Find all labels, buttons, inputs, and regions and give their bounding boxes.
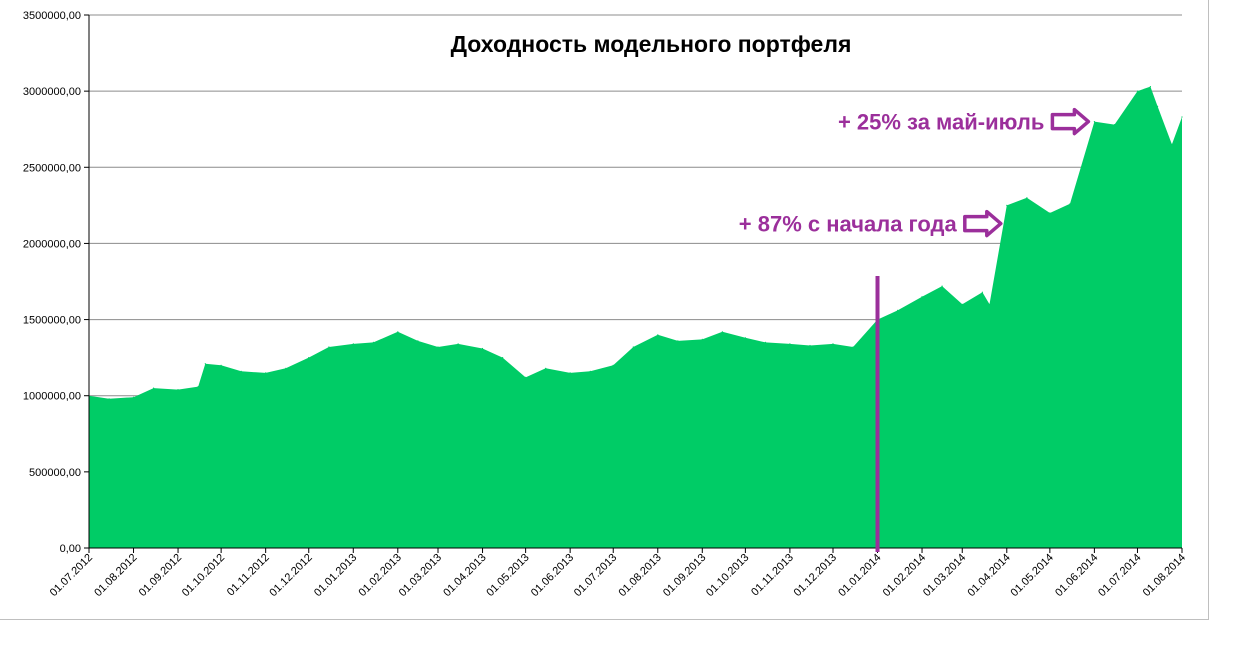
data-point	[1026, 197, 1028, 199]
x-tick-label: 01.06.2013	[529, 552, 576, 599]
data-point	[108, 398, 110, 400]
data-point	[701, 338, 703, 340]
data-point	[764, 341, 767, 343]
x-tick-label: 01.08.2014	[1141, 552, 1188, 599]
y-tick-label: 3500000,00	[23, 10, 81, 22]
y-tick-label: 500000,00	[29, 467, 81, 479]
data-point	[197, 386, 199, 388]
annotation-arrow	[963, 209, 1003, 238]
data-point	[204, 363, 206, 365]
x-tick-label: 01.07.2014	[1096, 552, 1143, 599]
x-tick-label: 01.01.2013	[312, 552, 359, 599]
data-point	[1093, 121, 1095, 123]
data-point	[789, 343, 791, 345]
data-point	[1181, 116, 1183, 118]
x-tick-label: 01.12.2013	[792, 552, 839, 599]
x-tick-label: 01.03.2014	[921, 552, 968, 599]
data-point	[1171, 143, 1173, 145]
data-point	[397, 331, 399, 333]
data-point	[961, 303, 963, 305]
y-tick-label: 0,00	[60, 543, 81, 555]
data-point	[612, 364, 614, 366]
data-point	[481, 347, 484, 350]
data-point	[589, 370, 591, 372]
data-point	[308, 357, 310, 359]
data-point	[132, 396, 135, 398]
data-point	[457, 343, 459, 345]
data-point	[240, 370, 242, 372]
data-point	[285, 367, 287, 369]
data-point	[265, 372, 267, 374]
data-point	[153, 387, 155, 389]
data-point	[177, 389, 179, 391]
data-point	[921, 296, 923, 298]
data-point	[981, 291, 984, 293]
data-point	[632, 346, 634, 348]
y-tick-label: 1000000,00	[23, 391, 81, 403]
data-point	[832, 343, 834, 345]
data-point	[1113, 124, 1116, 126]
x-tick-labels: 01.07.201201.08.201201.09.201201.10.2012…	[48, 548, 1188, 599]
x-tick-label: 01.07.2012	[48, 552, 95, 599]
data-point	[502, 357, 504, 359]
data-point	[744, 337, 747, 339]
data-point	[1157, 105, 1159, 107]
data-point	[545, 367, 547, 369]
data-point	[1149, 86, 1151, 88]
data-point	[852, 346, 854, 348]
annotation-text: + 25% за май-июль	[838, 110, 1044, 135]
x-tick-label: 01.10.2012	[180, 552, 227, 599]
x-tick-label: 01.10.2013	[704, 552, 751, 599]
area-layer	[88, 86, 1183, 548]
x-tick-label: 01.11.2012	[225, 552, 272, 599]
data-point	[941, 285, 943, 287]
data-point	[352, 343, 354, 345]
data-point	[372, 341, 374, 343]
data-point	[1069, 203, 1071, 205]
x-tick-label: 01.06.2014	[1053, 552, 1100, 599]
annotation-arrow	[1050, 107, 1091, 136]
x-tick-label: 01.12.2012	[267, 552, 314, 599]
y-tick-labels: 0,00 500000,00 1000000,00 1500000,00 2000000…	[23, 10, 89, 555]
x-tick-label: 01.11.2013	[749, 552, 796, 599]
data-point	[721, 331, 724, 333]
data-point	[417, 340, 419, 342]
x-tick-label: 01.08.2012	[92, 552, 139, 599]
series-area	[89, 86, 1182, 548]
data-point	[437, 346, 439, 348]
x-tick-label: 01.05.2014	[1009, 552, 1056, 599]
data-point	[897, 309, 899, 311]
x-tick-label: 01.01.2014	[836, 552, 883, 599]
chart-title: Доходность модельного портфеля	[451, 31, 852, 57]
x-tick-label: 01.05.2013	[484, 552, 531, 599]
data-point	[657, 334, 659, 336]
data-point	[1136, 90, 1139, 92]
y-tick-label: 2000000,00	[23, 238, 81, 250]
annotation-text: + 87% с начала года	[739, 212, 958, 237]
data-point	[1049, 212, 1051, 214]
data-point	[328, 346, 330, 348]
data-point	[1006, 204, 1008, 206]
x-tick-label: 01.04.2013	[441, 552, 488, 599]
data-point	[809, 344, 811, 347]
y-tick-label: 2500000,00	[23, 162, 81, 174]
x-tick-label: 01.09.2012	[137, 552, 184, 599]
x-tick-label: 01.08.2013	[616, 552, 663, 599]
x-tick-label: 01.03.2013	[397, 552, 444, 599]
y-tick-label: 3000000,00	[23, 86, 81, 98]
x-tick-label: 01.04.2014	[965, 552, 1012, 599]
data-point	[525, 376, 527, 378]
data-point	[988, 303, 991, 305]
annotation-layer: + 25% за май-июль + 87% с начала года	[739, 107, 1091, 238]
axis-layer	[88, 15, 1182, 549]
y-tick-label: 1500000,00	[23, 315, 81, 327]
data-point	[569, 372, 571, 374]
data-point	[220, 364, 222, 366]
data-point	[677, 340, 679, 342]
x-tick-label: 01.09.2013	[661, 552, 708, 599]
x-tick-label: 01.07.2013	[572, 552, 619, 599]
